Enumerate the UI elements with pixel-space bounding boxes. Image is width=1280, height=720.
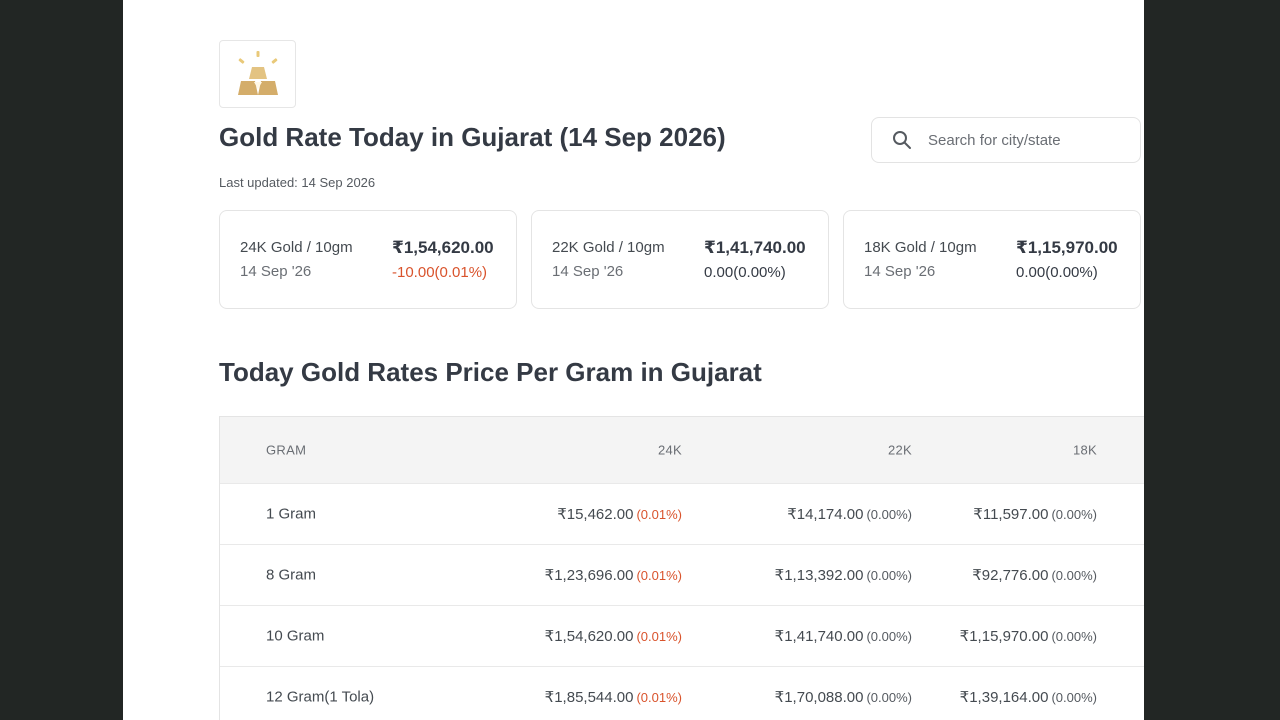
card-label: 18K Gold / 10gm [864,239,977,256]
card-change: 0.00(0.00%) [704,264,786,281]
card-price: ₹1,41,740.00 [704,238,806,257]
header-24k: 24K [657,442,682,458]
gold-bars-icon[interactable] [219,40,296,108]
price-22k-cell: ₹1,13,392.00 (0.00%) [774,567,912,584]
price-18k-cell: ₹1,15,970.00 (0.00%) [959,628,1097,645]
header-gram: GRAM [266,442,307,458]
price-24k-cell: ₹1,85,544.00 (0.01%) [544,689,682,706]
search-input[interactable] [928,131,1128,149]
card-price: ₹1,15,970.00 [1016,238,1118,257]
price-22k-cell: ₹1,70,088.00 (0.00%) [774,689,912,706]
table-row: 12 Gram(1 Tola) ₹1,85,544.00 (0.01%) ₹1,7… [220,667,1144,720]
price-24k-cell: ₹1,23,696.00 (0.01%) [544,567,682,584]
card-date: 14 Sep '26 [864,263,936,280]
price-22k-cell: ₹1,41,740.00 (0.00%) [774,628,912,645]
gram-cell: 12 Gram(1 Tola) [266,688,375,706]
table-row: 8 Gram ₹1,23,696.00 (0.01%) ₹1,13,392.00(… [220,545,1144,606]
price-18k-cell: ₹1,39,164.00 (0.00%) [959,689,1097,706]
card-change: -10.00(0.01%) [392,264,488,281]
price-24k-cell: ₹15,462.00 (0.01%) [557,506,682,523]
price-18k-cell: ₹11,597.00 (0.00%) [973,506,1097,523]
rate-card-22k[interactable]: 22K Gold / 10gm 14 Sep '26 ₹1,41,740.00 … [531,210,829,309]
header-22k: 22K [887,442,912,458]
search-box[interactable] [871,117,1141,163]
last-updated: Last updated: 14 Sep 2026 [219,175,376,190]
card-label: 22K Gold / 10gm [552,239,665,256]
gram-cell: 10 Gram [266,627,325,645]
page: Gold Rate Today in Gujarat (14 Sep 2026)… [123,0,1144,720]
gram-cell: 1 Gram [266,505,317,523]
price-24k-cell: ₹1,54,620.00 (0.01%) [544,628,682,645]
card-change: 0.00(0.00%) [1016,264,1098,281]
gold-rate-table: GRAM 24K 22K 18K 1 Gram ₹15,462.00 (0.01%… [219,416,1144,720]
card-price: ₹1,54,620.00 [392,238,494,257]
card-label: 24K Gold / 10gm [240,239,353,256]
header-18k: 18K [1072,442,1097,458]
price-18k-cell: ₹92,776.00 (0.00%) [972,567,1097,584]
table-row: 10 Gram ₹1,54,620.00 (0.01%) ₹1,41,740.00… [220,606,1144,667]
gram-cell: 8 Gram [266,566,317,584]
card-date: 14 Sep '26 [240,263,312,280]
rate-card-24k[interactable]: 24K Gold / 10gm 14 Sep '26 ₹1,54,620.00 … [219,210,517,309]
table-header: GRAM 24K 22K 18K [220,417,1144,484]
price-22k-cell: ₹14,174.00 (0.00%) [787,506,912,523]
rate-card-18k[interactable]: 18K Gold / 10gm 14 Sep '26 ₹1,15,970.00 … [843,210,1141,309]
card-date: 14 Sep '26 [552,263,624,280]
table-row: 1 Gram ₹15,462.00 (0.01%) ₹14,174.00 (0.00… [220,484,1144,545]
search-icon [893,131,911,149]
section-title: Today Gold Rates Price Per Gram in Gujar… [219,357,762,387]
page-title: Gold Rate Today in Gujarat (14 Sep 2026) [219,122,726,152]
